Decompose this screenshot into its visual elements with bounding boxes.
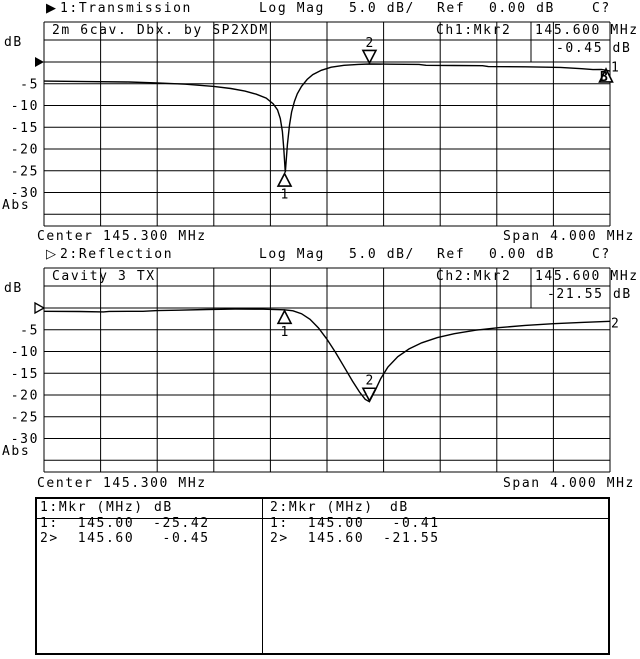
y-tick-label: -10	[11, 99, 39, 114]
marker-table-row: 2> 145.60 -21.55	[270, 531, 440, 546]
ch2-scale-per-div: 5.0 dB/	[349, 247, 415, 262]
ch1-abs-scale-label: Abs	[2, 198, 31, 213]
ch2-title-annotation: Cavity 3 TX	[52, 269, 156, 284]
trace-number-label: 1	[611, 61, 620, 76]
right-edge-glyph: B	[600, 70, 609, 85]
ch2-ref-position-icon: ▷	[46, 247, 56, 262]
ch2-ref-label: Ref	[437, 247, 466, 262]
marker-number: 2	[365, 36, 374, 51]
y-tick-label: -30	[11, 186, 39, 201]
ch2-marker-amplitude: -21.55 dB	[547, 287, 632, 302]
y-tick-label: -5	[20, 323, 39, 338]
y-tick-label: -20	[11, 143, 39, 158]
y-tick-label: -10	[11, 345, 39, 360]
ch1-scale-per-div: 5.0 dB/	[349, 1, 415, 16]
trace-number-label: 2	[611, 317, 620, 332]
ch1-ref-label: Ref	[437, 1, 466, 16]
ch1-ref-position-icon: ▶	[46, 1, 56, 16]
marker-number: 1	[281, 188, 290, 203]
marker-number: 1	[281, 325, 290, 340]
ch2-format-label: Log Mag	[259, 247, 325, 262]
ch2-y-unit-label: dB	[4, 281, 23, 296]
ref-level-marker	[35, 57, 44, 67]
y-tick-label: -25	[11, 164, 39, 179]
right-edge-marker-triangle	[598, 67, 614, 83]
ch1-marker-amplitude: -0.45 dB	[556, 41, 632, 56]
ch1-marker-frequency: 145.600 MHz	[535, 23, 639, 38]
marker-triangle-down	[361, 387, 378, 403]
marker-table-row: 1: 145.00 -0.41	[270, 516, 440, 531]
ch1-correction-status: C?	[592, 1, 611, 16]
ch2-ref-value: 0.00 dB	[489, 247, 555, 262]
marker-table-row: 1: 145.00 -25.42	[40, 516, 210, 531]
marker-triangle-up	[276, 309, 293, 325]
y-tick-label: -15	[11, 121, 39, 136]
marker-triangle-down	[361, 49, 378, 65]
trace-line	[43, 308, 611, 403]
ch2-marker-readout-label: Ch2:Mkr2	[436, 269, 512, 284]
y-tick-label: -30	[11, 432, 39, 447]
ch1-format-label: Log Mag	[259, 1, 325, 16]
ch2-abs-scale-label: Abs	[2, 444, 31, 459]
marker-number: 2	[365, 374, 374, 389]
marker-table-divider	[262, 499, 263, 653]
reflection-chart: -5 -10 -15 -20 -25 -30 1 2 2	[11, 267, 620, 473]
trace-line	[43, 63, 611, 173]
marker-table-header-rule	[37, 518, 608, 519]
ch2-span: Span 4.000 MHz	[503, 476, 635, 491]
ch1-y-unit-label: dB	[4, 35, 23, 50]
y-tick-label: -20	[11, 389, 39, 404]
ch1-center-frequency: Center 145.300 MHz	[37, 229, 207, 244]
marker-triangle-up	[276, 171, 293, 187]
ch2-marker-frequency: 145.600 MHz	[535, 269, 639, 284]
marker-table-row: 2> 145.60 -0.45	[40, 531, 210, 546]
ch1-measurement-title: 1:Transmission	[60, 1, 192, 16]
marker-table: 1:Mkr (MHz) dB 2:Mkr (MHz) dB 1: 145.00 …	[35, 497, 610, 655]
y-tick-label: -15	[11, 367, 39, 382]
ch1-span: Span 4.000 MHz	[503, 229, 635, 244]
marker-table-col2-db-header: dB	[390, 500, 409, 515]
ch1-marker-readout-label: Ch1:Mkr2	[436, 23, 512, 38]
ch1-ref-value: 0.00 dB	[489, 1, 555, 16]
ch2-correction-status: C?	[592, 247, 611, 262]
ch1-title-annotation: 2m 6cav. Dbx. by SP2XDM	[52, 23, 269, 38]
ch2-center-frequency: Center 145.300 MHz	[37, 476, 207, 491]
marker-table-col1-header: 1:Mkr (MHz)	[40, 500, 144, 515]
marker-table-col2-header: 2:Mkr (MHz)	[270, 500, 374, 515]
ch2-measurement-title: 2:Reflection	[60, 247, 174, 262]
y-tick-label: -5	[20, 77, 39, 92]
y-tick-label: -25	[11, 410, 39, 425]
marker-table-col1-db-header: dB	[154, 500, 173, 515]
ref-level-marker	[34, 301, 46, 315]
